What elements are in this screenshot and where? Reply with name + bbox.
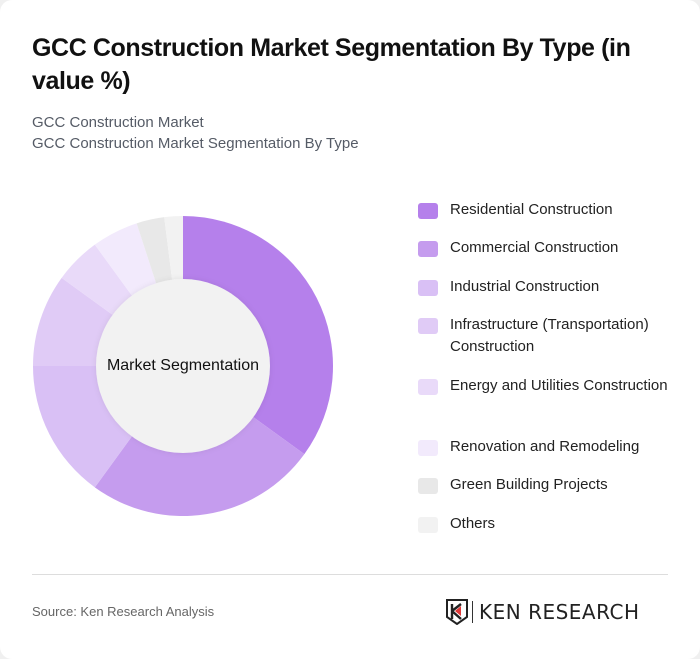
footer-divider <box>32 574 668 575</box>
legend-swatch <box>418 318 438 334</box>
donut-svg <box>33 216 333 516</box>
legend-item-commercial[interactable]: Commercial Construction <box>418 237 675 259</box>
legend-swatch <box>418 440 438 456</box>
legend-item-industrial[interactable]: Industrial Construction <box>418 276 675 298</box>
legend-item-others[interactable]: Others <box>418 513 675 535</box>
logo-text: KEN RESEARCH <box>479 600 640 624</box>
chart-title: GCC Construction Market Segmentation By … <box>32 34 631 95</box>
legend-swatch <box>418 478 438 494</box>
subtitle-market: GCC Construction Market <box>32 114 204 131</box>
legend-label: Industrial Construction <box>450 278 600 295</box>
legend-item-infrastructure[interactable]: Infrastructure (Transportation) Construc… <box>418 314 675 358</box>
source-note: Source: Ken Research Analysis <box>32 604 215 619</box>
legend-label: Others <box>450 515 496 532</box>
legend-item-energy[interactable]: Energy and Utilities Construction <box>418 375 675 397</box>
legend-swatch <box>418 241 438 257</box>
legend-label: Energy and Utilities Construction <box>450 377 668 394</box>
legend-swatch <box>418 280 438 296</box>
legend-swatch <box>418 517 438 533</box>
legend-label: Commercial Construction <box>450 239 619 256</box>
legend-swatch <box>418 203 438 219</box>
donut-hole <box>96 279 270 453</box>
legend-label: Infrastructure (Transportation) Construc… <box>450 316 649 355</box>
logo-separator <box>472 601 473 623</box>
legend-item-green-building[interactable]: Green Building Projects <box>418 474 675 496</box>
legend-label: Renovation and Remodeling <box>450 438 640 455</box>
legend-label: Residential Construction <box>450 201 613 218</box>
legend-label: Green Building Projects <box>450 476 608 493</box>
ken-research-logo: KEN RESEARCH <box>446 598 640 626</box>
subtitle-segmentation: GCC Construction Market Segmentation By … <box>32 135 359 152</box>
legend-item-renovation[interactable]: Renovation and Remodeling <box>418 436 675 458</box>
donut-chart: Market Segmentation <box>32 215 334 517</box>
chart-subtitle: GCC Construction Market GCC Construction… <box>32 112 359 154</box>
legend-item-residential[interactable]: Residential Construction <box>418 199 675 221</box>
ken-research-logo-icon <box>446 599 468 625</box>
legend-swatch <box>418 379 438 395</box>
